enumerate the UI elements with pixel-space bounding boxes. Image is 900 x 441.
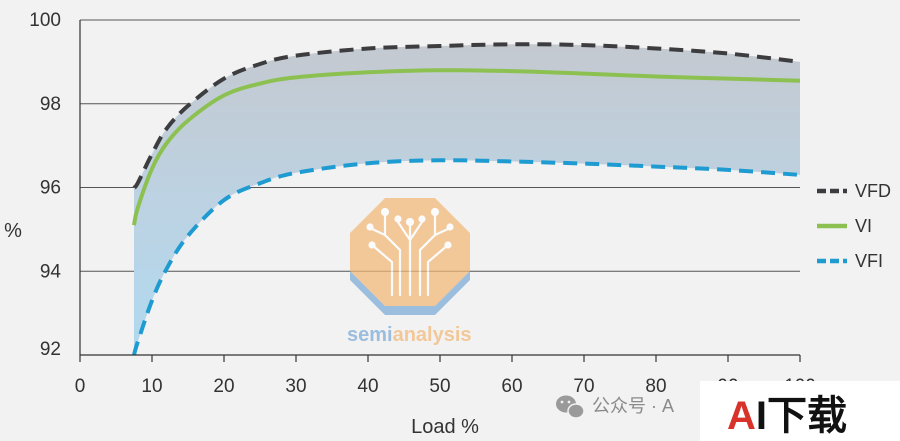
series-lines [132,42,801,356]
x-tick-label: 50 [429,376,450,397]
y-tick-label: 96 [40,178,61,199]
y-tick-label: 100 [29,10,61,31]
x-tick-label: 70 [573,376,594,397]
y-axis-title: % [4,220,22,242]
x-tick-label: 40 [357,376,378,397]
wechat-icon [556,395,585,419]
series-line-vfd [132,42,801,190]
brand-letter-a: A [727,394,756,438]
brand-logo: AI下载 [727,394,847,438]
y-tick-label: 94 [40,261,62,282]
wechat-text: 公众号 · A [592,396,674,416]
semianalysis-watermark: semianalysis [347,198,472,346]
legend: VFD VI VFI [817,181,891,271]
series-line-vi [132,68,801,226]
x-tick-label: 30 [285,376,306,397]
legend-label-vi: VI [855,216,872,236]
x-tick-label: 20 [213,376,234,397]
watermark-text-semi: semi [347,324,393,346]
brand-text: I下载 [756,394,847,438]
x-axis-title: Load % [411,416,479,438]
circuit-tree-icon [366,207,454,297]
watermark-text-analysis: analysis [393,324,472,346]
legend-label-vfd: VFD [855,181,891,201]
y-tick-label: 98 [40,94,61,115]
x-tick-label: 10 [141,376,162,397]
legend-label-vfi: VFI [855,251,883,271]
y-ticks: 92 94 96 98 100 [29,10,61,360]
watermark-octagon-shadow [350,271,470,315]
series-line-vfi [132,158,801,356]
x-tick-label: 0 [75,376,86,397]
y-tick-label: 92 [40,339,61,360]
band-area [134,44,800,356]
x-tick-label: 60 [501,376,522,397]
efficiency-band [134,44,800,356]
brand-box [700,381,900,441]
wechat-overlay: 公众号 · A [556,395,674,419]
x-tick-label: 80 [645,376,666,397]
svg-text:semianalysis: semianalysis [347,324,472,346]
